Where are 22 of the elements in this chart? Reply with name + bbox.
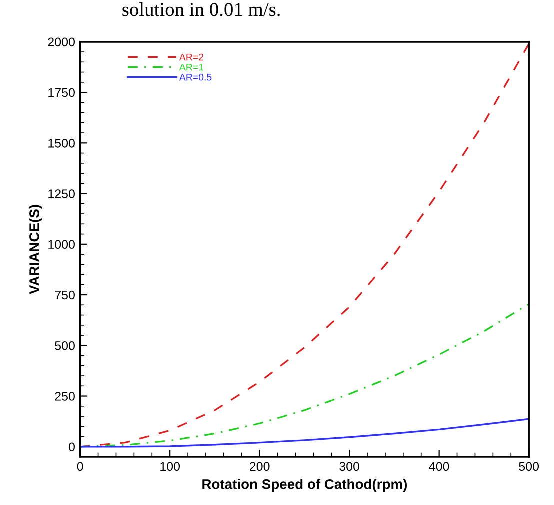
y-axis-title: VARIANCE(S) — [29, 205, 42, 294]
y-tick-label: 250 — [55, 392, 75, 401]
y-tick-label: 0 — [69, 442, 75, 452]
x-tick-label: 400 — [429, 462, 450, 472]
text: AR=2 — [179, 54, 204, 61]
text: solution in 0.01 m/s. — [122, 2, 280, 16]
y-tick-label: 1250 — [48, 190, 75, 198]
x-tick-label: 0 — [77, 462, 84, 472]
y-tick-label: 1750 — [48, 88, 75, 98]
line-series — [80, 418, 530, 448]
y-tick-label: 500 — [55, 341, 75, 350]
x-axis-title: Rotation Speed of Cathod(rpm) — [202, 479, 408, 492]
x-tick-label: 100 — [160, 462, 180, 472]
y-tick-label: 1000 — [48, 240, 75, 250]
text: AR=1 — [179, 64, 204, 71]
y-tick-label: 1500 — [48, 138, 75, 148]
text: AR=0.5 — [179, 74, 212, 81]
x-tick-label: 200 — [250, 462, 270, 472]
x-tick-label: 300 — [340, 462, 360, 472]
y-tick-label: 2000 — [48, 38, 75, 47]
y-tick-label: 750 — [55, 290, 75, 300]
x-tick-label: 500 — [519, 462, 540, 472]
